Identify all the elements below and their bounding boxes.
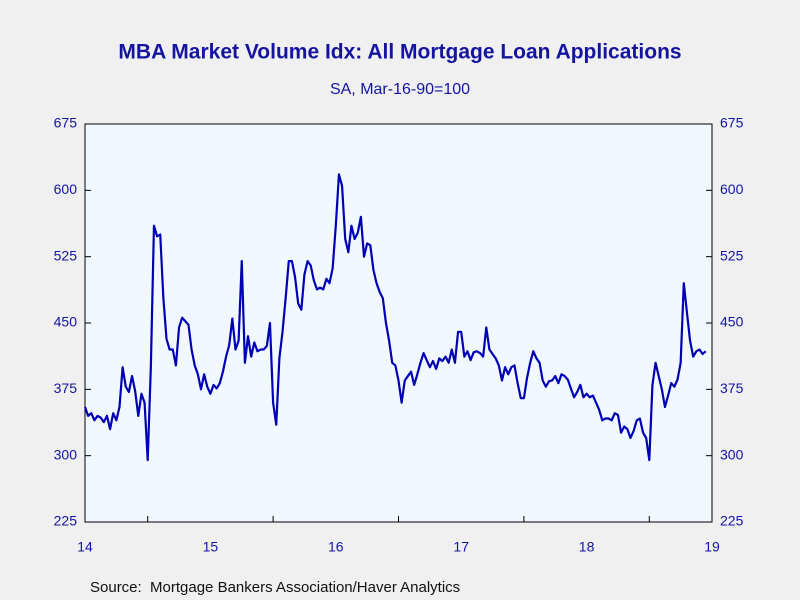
x-tick-label: 16 — [328, 539, 344, 555]
chart-subtitle: SA, Mar-16-90=100 — [330, 81, 470, 98]
series-line — [83, 173, 707, 462]
y-tick-label: 300 — [54, 446, 78, 462]
y-tick-label: 675 — [54, 115, 78, 131]
x-tick-label: 18 — [579, 539, 595, 555]
y2-tick-label: 600 — [720, 181, 744, 197]
source-note: Source: Mortgage Bankers Association/Hav… — [90, 579, 460, 596]
y-tick-label: 450 — [54, 314, 78, 330]
y2-tick-label: 375 — [720, 380, 744, 396]
chart-title: MBA Market Volume Idx: All Mortgage Loan… — [118, 41, 681, 64]
y-tick-label: 225 — [54, 513, 78, 529]
y2-tick-label: 450 — [720, 314, 744, 330]
y2-tick-label: 300 — [720, 446, 744, 462]
y2-tick-label: 225 — [720, 513, 744, 529]
y-tick-label: 600 — [54, 181, 78, 197]
x-tick-label: 15 — [203, 539, 219, 555]
x-tick-label: 19 — [704, 539, 720, 555]
y-tick-label: 375 — [54, 380, 78, 396]
x-tick-label: 17 — [453, 539, 469, 555]
y2-tick-label: 525 — [720, 247, 744, 263]
plot-area — [84, 123, 713, 523]
x-tick-label: 14 — [77, 539, 93, 555]
y-tick-label: 525 — [54, 247, 78, 263]
y2-tick-label: 675 — [720, 115, 744, 131]
